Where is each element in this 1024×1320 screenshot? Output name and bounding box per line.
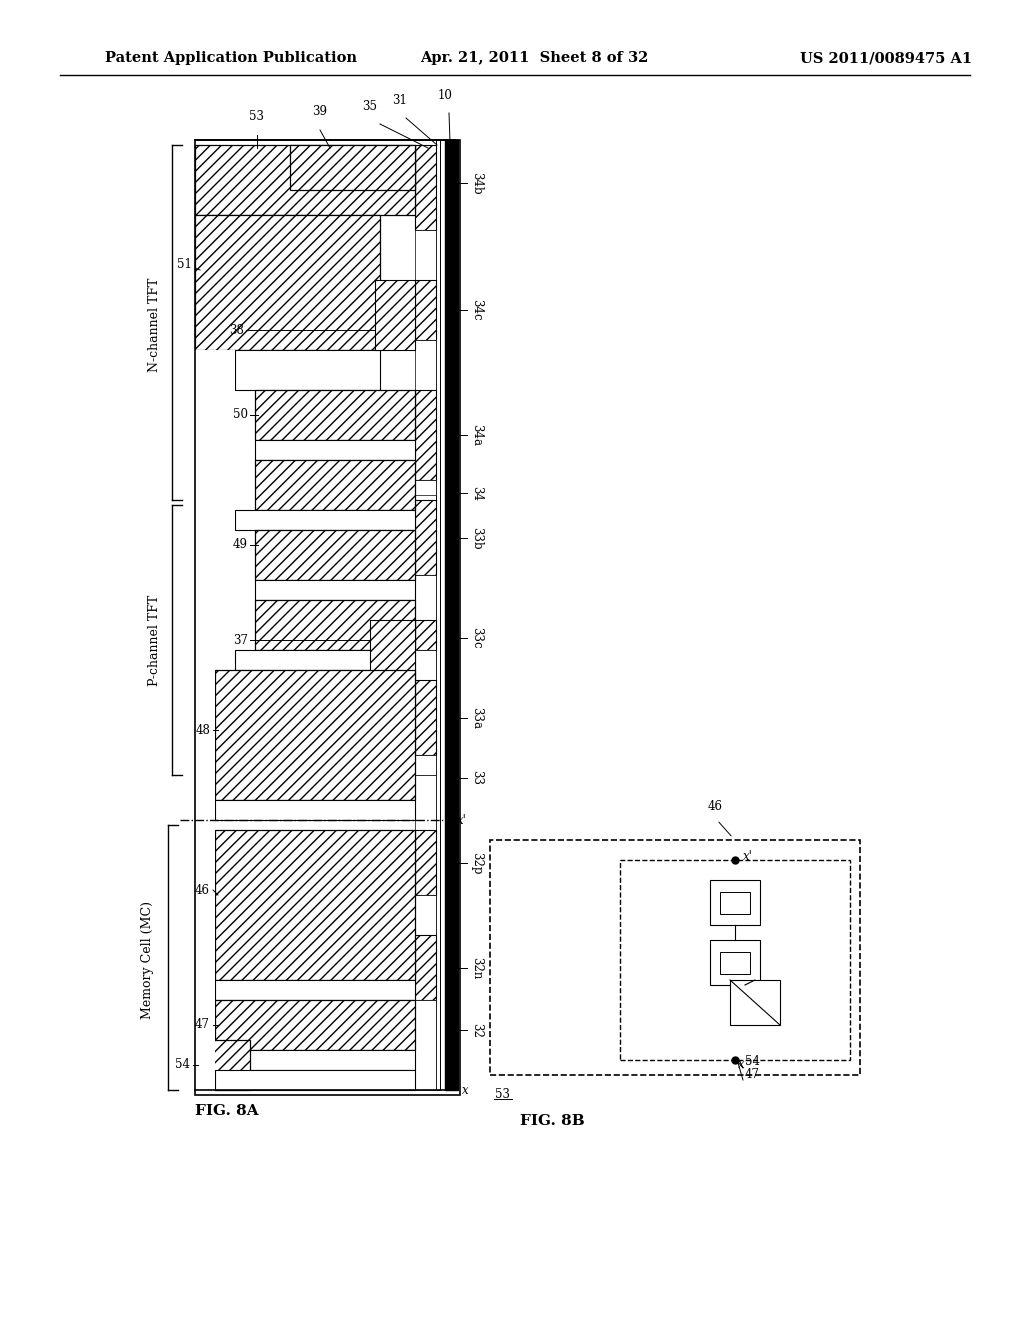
Text: x: x xyxy=(462,1084,469,1097)
Bar xyxy=(215,1071,415,1090)
Bar xyxy=(490,840,860,1074)
Bar xyxy=(255,389,415,440)
Bar xyxy=(415,620,436,649)
Bar xyxy=(215,1001,415,1049)
Text: 31: 31 xyxy=(392,94,408,107)
Text: 39: 39 xyxy=(312,106,328,117)
Bar xyxy=(255,579,415,601)
Text: Apr. 21, 2011  Sheet 8 of 32: Apr. 21, 2011 Sheet 8 of 32 xyxy=(420,51,648,65)
Text: 53: 53 xyxy=(495,1089,510,1101)
Bar xyxy=(195,215,380,350)
Bar xyxy=(620,861,850,1060)
Text: N-channel TFT: N-channel TFT xyxy=(148,277,162,372)
Text: Memory Cell (MC): Memory Cell (MC) xyxy=(141,902,155,1019)
Bar xyxy=(195,510,215,1191)
Bar xyxy=(710,940,760,985)
Bar xyxy=(255,459,415,510)
Bar xyxy=(215,671,415,800)
Bar xyxy=(215,979,415,1001)
Text: 46: 46 xyxy=(708,800,723,813)
Bar xyxy=(195,145,415,215)
Bar xyxy=(195,1040,250,1090)
Text: Patent Application Publication: Patent Application Publication xyxy=(105,51,357,65)
Text: 34: 34 xyxy=(470,486,483,500)
Bar xyxy=(415,389,436,480)
Bar xyxy=(370,620,415,680)
Text: P-channel TFT: P-channel TFT xyxy=(148,594,162,685)
Text: 54: 54 xyxy=(745,1055,760,1068)
Bar xyxy=(445,140,458,1090)
Text: 38: 38 xyxy=(229,323,244,337)
Bar xyxy=(255,531,415,579)
Bar xyxy=(234,350,380,389)
Text: 53: 53 xyxy=(250,110,264,123)
Bar xyxy=(195,140,460,1096)
Text: 33: 33 xyxy=(470,771,483,785)
Text: 50: 50 xyxy=(233,408,248,421)
Bar xyxy=(290,145,415,190)
Bar xyxy=(730,979,780,1026)
Bar xyxy=(234,1049,415,1071)
Text: 51: 51 xyxy=(177,259,193,272)
Bar xyxy=(195,350,234,550)
Bar xyxy=(710,880,760,925)
Text: 47: 47 xyxy=(745,1068,760,1081)
Text: 33c: 33c xyxy=(470,627,483,649)
Text: 34c: 34c xyxy=(470,300,483,321)
Bar xyxy=(720,892,750,913)
Text: 32p: 32p xyxy=(470,851,483,874)
Bar xyxy=(215,830,415,979)
Bar xyxy=(415,280,436,341)
Text: FIG. 8B: FIG. 8B xyxy=(520,1114,585,1129)
Text: 10: 10 xyxy=(437,88,453,102)
Bar xyxy=(415,935,436,1001)
Bar xyxy=(415,649,436,680)
Bar xyxy=(415,1001,436,1090)
Bar xyxy=(255,440,415,459)
Bar xyxy=(415,230,436,280)
Bar xyxy=(415,145,436,230)
Bar xyxy=(415,755,436,775)
Text: 35: 35 xyxy=(362,100,378,114)
Bar xyxy=(415,576,436,620)
Bar xyxy=(234,510,415,531)
Bar xyxy=(415,830,436,895)
Bar xyxy=(415,500,436,576)
Bar xyxy=(415,895,436,935)
Text: 46: 46 xyxy=(195,883,210,896)
Text: FIG. 8A: FIG. 8A xyxy=(195,1104,259,1118)
Bar xyxy=(415,341,436,389)
Bar xyxy=(415,480,436,495)
Bar xyxy=(255,601,415,649)
Text: US 2011/0089475 A1: US 2011/0089475 A1 xyxy=(800,51,972,65)
Text: 32: 32 xyxy=(470,1023,483,1038)
Bar xyxy=(415,775,436,830)
Text: 34a: 34a xyxy=(470,424,483,446)
Text: 48: 48 xyxy=(196,723,210,737)
Text: x': x' xyxy=(457,813,467,826)
Text: 49: 49 xyxy=(233,539,248,552)
Text: 33b: 33b xyxy=(470,527,483,549)
Text: 32n: 32n xyxy=(470,957,483,979)
Bar xyxy=(436,140,440,1090)
Text: x: x xyxy=(738,1059,744,1072)
Text: 34b: 34b xyxy=(470,172,483,194)
Bar xyxy=(375,280,415,350)
Text: 47: 47 xyxy=(195,1019,210,1031)
Text: 37: 37 xyxy=(233,634,248,647)
Bar xyxy=(415,680,436,755)
Text: x': x' xyxy=(743,850,753,863)
Bar xyxy=(215,800,415,820)
Bar xyxy=(234,649,415,671)
Bar xyxy=(720,952,750,974)
Text: 33a: 33a xyxy=(470,708,483,729)
Text: 54: 54 xyxy=(175,1059,190,1072)
